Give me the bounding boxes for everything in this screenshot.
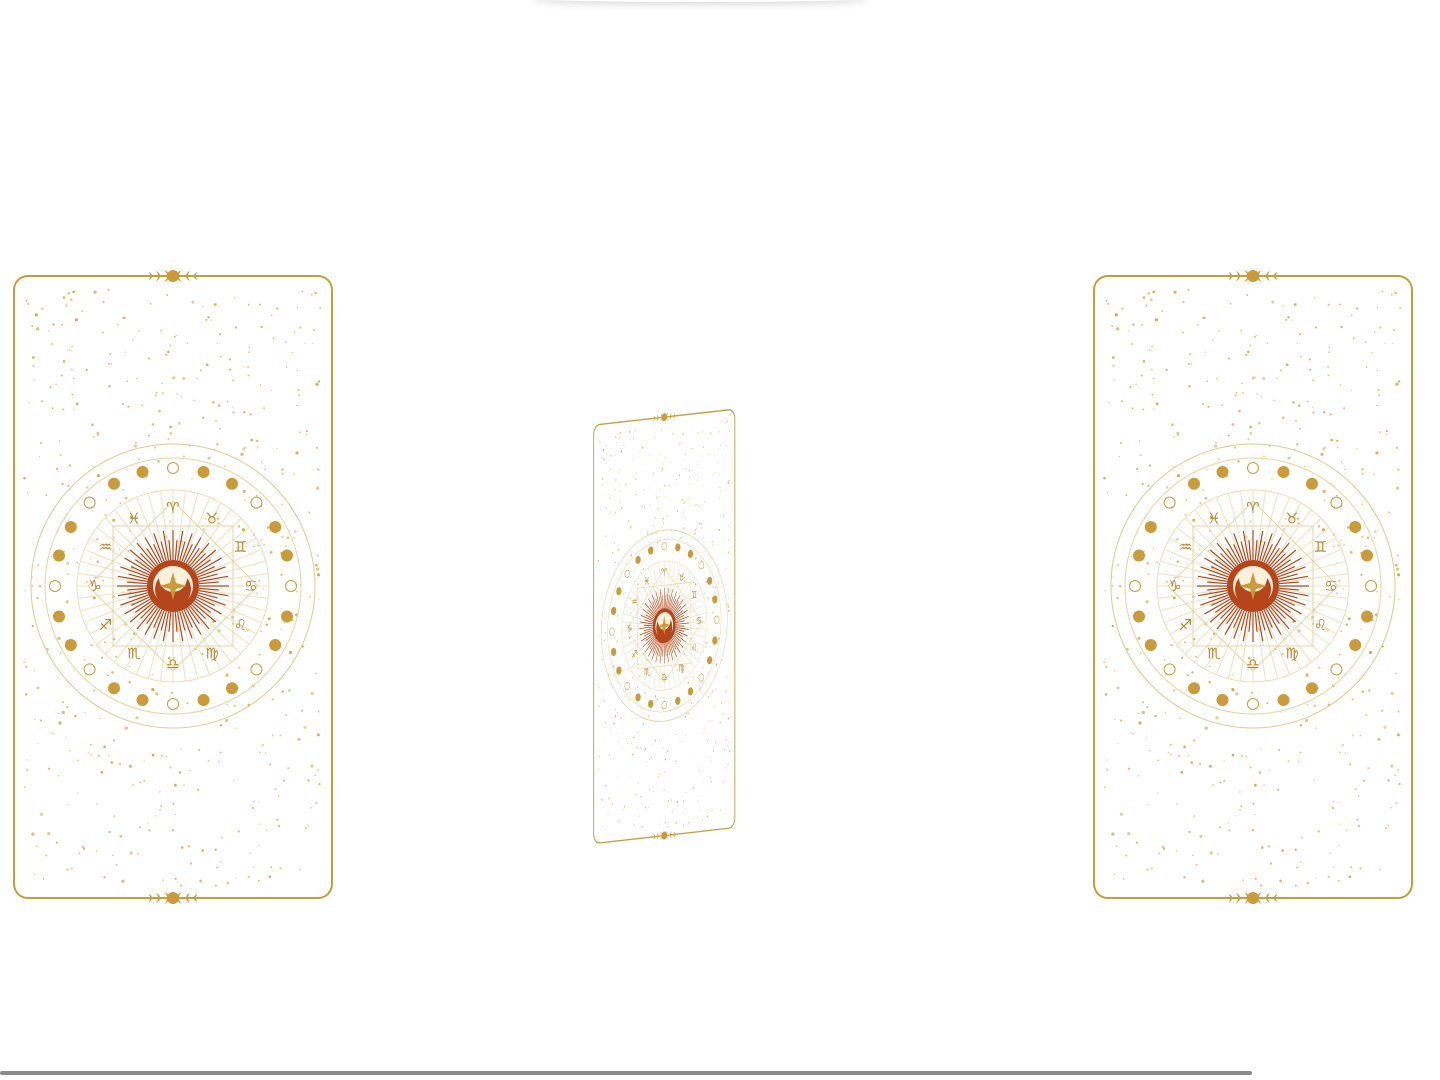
tarot-card-left[interactable] (8, 266, 338, 906)
zodiac-wheel-icon (1088, 266, 1418, 906)
top-overlay-edge (530, 0, 870, 2)
tarot-card-right[interactable] (1088, 266, 1418, 906)
horizontal-scrollbar[interactable] (0, 1071, 1252, 1075)
zodiac-wheel-icon (8, 266, 338, 906)
tarot-card-center-flipping[interactable] (594, 266, 816, 954)
zodiac-wheel-icon (594, 266, 816, 954)
